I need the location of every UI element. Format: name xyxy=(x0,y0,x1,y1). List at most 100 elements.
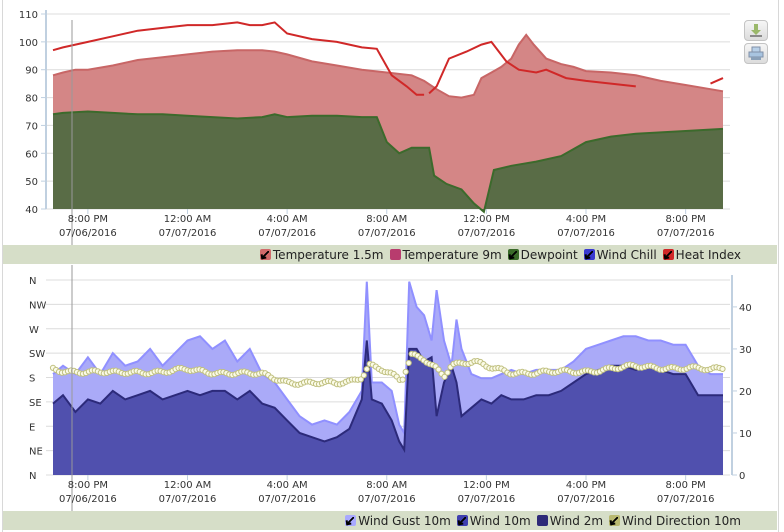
legend-swatch xyxy=(536,515,548,526)
legend-item-wind-gust-10m[interactable]: Wind Gust 10m xyxy=(345,514,451,528)
wind-direction-point xyxy=(441,373,448,380)
temperature-1-5m-line xyxy=(52,33,724,99)
legend-item-dewpoint[interactable]: Dewpoint xyxy=(507,247,578,262)
legend-item-heat-index[interactable]: Heat Index xyxy=(662,247,741,262)
checkmark-icon xyxy=(507,249,519,260)
wind-direction-point xyxy=(363,365,370,373)
y-tick-label: 100 xyxy=(19,38,38,49)
x-tick-time: 8:00 AM xyxy=(366,480,407,491)
x-tick-time: 8:00 PM xyxy=(68,214,108,225)
direction-tick-label: E xyxy=(29,422,35,433)
legend-label: Temperature 1.5m xyxy=(272,247,384,262)
legend-item-temperature-1-5m[interactable]: Temperature 1.5m xyxy=(259,247,384,262)
x-tick-date: 07/07/2016 xyxy=(458,494,516,505)
speed-tick-label: 30 xyxy=(739,345,752,356)
y-tick-label: 90 xyxy=(25,66,38,77)
heat-index-line xyxy=(428,40,636,95)
x-tick-date: 07/07/2016 xyxy=(159,228,217,239)
heat-index-line xyxy=(52,21,425,96)
legend-label: Heat Index xyxy=(675,247,741,262)
wind-direction-point xyxy=(435,366,442,373)
x-tick-date: 07/07/2016 xyxy=(258,494,316,505)
wind-10m-area xyxy=(53,340,723,475)
direction-tick-label: NW xyxy=(29,300,46,311)
wind-direction-point xyxy=(357,376,364,383)
checkmark-icon xyxy=(259,249,271,260)
legend-label: Wind 2m xyxy=(549,513,604,528)
legend-swatch xyxy=(389,249,401,260)
legend-item-wind-direction-10m[interactable]: Wind Direction 10m xyxy=(609,514,741,528)
x-tick-time: 8:00 PM xyxy=(665,214,705,225)
speed-tick-label: 0 xyxy=(739,471,745,482)
direction-tick-label: W xyxy=(29,325,39,336)
checkmark-icon xyxy=(456,515,468,526)
y-tick-label: 40 xyxy=(25,205,38,216)
wind-chart: N NE E SE S SW W NW N 0 10 20 30 40 8:00 PM 07/06/2016 1… xyxy=(29,265,752,511)
legend-item-wind-10m[interactable]: Wind 10m xyxy=(456,513,531,528)
legend-label: Dewpoint xyxy=(520,247,578,262)
x-tick-date: 07/07/2016 xyxy=(557,494,615,505)
x-tick-time: 8:00 PM xyxy=(68,480,108,491)
checkmark-icon xyxy=(345,515,357,526)
x-tick-time: 4:00 AM xyxy=(267,480,308,491)
print-icon xyxy=(748,46,764,60)
x-tick-date: 07/07/2016 xyxy=(358,494,416,505)
direction-tick-label: SE xyxy=(29,398,42,409)
speed-tick-label: 20 xyxy=(739,387,752,398)
wind-direction-point xyxy=(402,368,409,375)
x-tick-date: 07/06/2016 xyxy=(59,228,117,239)
temperature-chart: 40 50 60 70 80 90 100 110 8:00 PM 07/06/2016 12:00… xyxy=(19,10,730,245)
y-tick-label: 110 xyxy=(19,10,38,21)
direction-tick-label: S xyxy=(29,374,35,385)
checkmark-icon xyxy=(662,249,674,260)
speed-tick-label: 10 xyxy=(739,429,752,440)
x-tick-time: 12:00 PM xyxy=(463,480,510,491)
y-tick-label: 60 xyxy=(25,149,38,160)
direction-tick-label: NE xyxy=(29,447,43,458)
wind-direction-point xyxy=(719,365,726,373)
heat-index-line xyxy=(710,77,724,85)
legend-item-wind-chill[interactable]: Wind Chill xyxy=(583,247,657,262)
x-tick-time: 4:00 AM xyxy=(267,214,308,225)
x-tick-date: 07/07/2016 xyxy=(557,228,615,239)
download-icon xyxy=(750,24,762,37)
direction-tick-label: SW xyxy=(29,349,45,360)
download-button[interactable] xyxy=(744,20,768,41)
temperature-legend: Temperature 1.5m Temperature 9m Dewpoint Wi… xyxy=(3,245,777,264)
x-tick-time: 4:00 PM xyxy=(566,480,606,491)
x-tick-time: 8:00 AM xyxy=(366,214,407,225)
x-tick-date: 07/07/2016 xyxy=(458,228,516,239)
x-tick-date: 07/07/2016 xyxy=(358,228,416,239)
legend-label: Wind Direction 10m xyxy=(622,513,741,528)
legend-label: Wind Gust 10m xyxy=(358,513,451,528)
y-tick-label: 80 xyxy=(25,94,38,105)
dewpoint-line xyxy=(52,110,724,214)
x-tick-date: 07/07/2016 xyxy=(657,228,715,239)
x-tick-time: 12:00 AM xyxy=(164,214,211,225)
x-tick-date: 07/07/2016 xyxy=(258,228,316,239)
dewpoint-area xyxy=(53,111,723,212)
wind-direction-point xyxy=(444,369,451,376)
legend-label: Temperature 9m xyxy=(402,247,502,262)
speed-tick-label: 40 xyxy=(739,303,752,314)
wind-direction-point xyxy=(399,376,406,383)
print-button[interactable] xyxy=(744,43,768,64)
wind-direction-point xyxy=(405,359,412,367)
direction-tick-label: N xyxy=(29,471,36,482)
x-tick-time: 8:00 PM xyxy=(665,480,705,491)
x-tick-date: 07/07/2016 xyxy=(159,494,217,505)
checkmark-icon xyxy=(609,515,621,526)
x-tick-time: 12:00 AM xyxy=(164,480,211,491)
legend-label: Wind Chill xyxy=(596,247,657,262)
legend-item-wind-2m[interactable]: Wind 2m xyxy=(536,513,604,528)
wind-direction-point xyxy=(360,372,367,379)
x-tick-time: 12:00 PM xyxy=(463,214,510,225)
legend-item-temperature-9m[interactable]: Temperature 9m xyxy=(389,247,502,262)
legend-label: Wind 10m xyxy=(469,513,531,528)
x-tick-time: 4:00 PM xyxy=(566,214,606,225)
x-tick-date: 07/06/2016 xyxy=(59,494,117,505)
y-tick-label: 50 xyxy=(25,177,38,188)
y-tick-label: 70 xyxy=(25,121,38,132)
wind-legend: Wind Gust 10m Wind 10m Wind 2m Wind Directi… xyxy=(3,511,777,530)
